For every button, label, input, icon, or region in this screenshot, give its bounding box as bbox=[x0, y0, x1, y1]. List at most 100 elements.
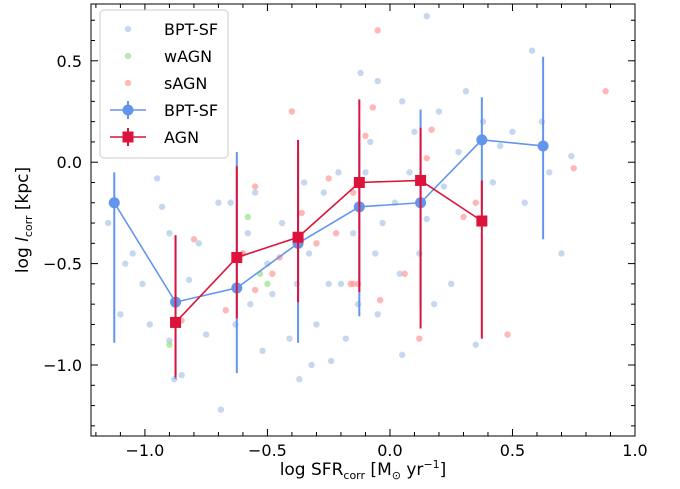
legend-swatch-point bbox=[124, 52, 132, 60]
bpt-sf-point bbox=[440, 183, 448, 190]
bpt-sf-point bbox=[362, 169, 369, 176]
sagn-point bbox=[369, 104, 377, 111]
bpt-sf-point bbox=[546, 169, 553, 176]
bpt-sf-point bbox=[354, 300, 362, 308]
agn-marker bbox=[415, 174, 427, 186]
legend-label: AGN bbox=[164, 128, 199, 147]
bpt-sf-point bbox=[479, 118, 487, 125]
legend-swatch-point bbox=[124, 25, 132, 33]
legend-swatch-point bbox=[124, 79, 132, 87]
legend: BPT-SF wAGN sAGN BPT-SF AGN bbox=[99, 9, 229, 159]
bpt-sf-point bbox=[472, 341, 479, 348]
wagn-point bbox=[264, 280, 271, 288]
sagn-point bbox=[401, 270, 408, 277]
bpt-sf-point bbox=[558, 250, 565, 257]
bpt-sf-point bbox=[117, 311, 124, 318]
plot-frame bbox=[90, 3, 636, 437]
legend-entry: BPT-SF bbox=[124, 20, 218, 39]
legend-entry: AGN bbox=[110, 128, 199, 147]
agn-marker bbox=[292, 231, 304, 243]
sagn-point bbox=[251, 183, 259, 190]
sagn-point bbox=[602, 88, 609, 95]
bpt-sf-point bbox=[244, 229, 252, 237]
sagn-point bbox=[374, 27, 381, 34]
legend-label: BPT-SF bbox=[164, 20, 218, 39]
wagn-point bbox=[244, 213, 252, 221]
bpt-sf-point bbox=[139, 280, 146, 288]
bpt-sf-point bbox=[448, 280, 455, 288]
sagn-point bbox=[362, 132, 369, 140]
bpt-sf-point bbox=[269, 290, 276, 298]
x-tick-label: −1.0 bbox=[125, 441, 164, 460]
bpt-sf-point bbox=[435, 108, 443, 115]
bpt-sf-point bbox=[185, 276, 193, 284]
x-tick-label: −0.5 bbox=[248, 441, 287, 460]
sagn-point bbox=[460, 213, 467, 221]
sagn-point bbox=[472, 199, 479, 206]
bpt-sf-point bbox=[251, 189, 259, 196]
bpt-sf-point bbox=[411, 128, 418, 135]
bpt-sf-marker bbox=[537, 140, 549, 152]
sagn-point bbox=[428, 126, 435, 133]
bpt-sf-point bbox=[538, 118, 546, 125]
bpt-sf-point bbox=[349, 229, 357, 237]
bpt-sf-point bbox=[406, 169, 413, 176]
agn-marker bbox=[353, 176, 365, 188]
bpt-sf-point bbox=[217, 406, 225, 413]
bpt-sf-point bbox=[122, 260, 129, 267]
agn-marker bbox=[476, 215, 488, 227]
bpt-sf-point bbox=[296, 376, 303, 383]
bpt-sf-point bbox=[367, 138, 374, 146]
y-tick-label: −0.5 bbox=[43, 255, 82, 274]
bpt-sf-marker bbox=[108, 197, 120, 209]
bpt-sf-point bbox=[215, 199, 222, 206]
bpt-sf-point bbox=[489, 179, 497, 186]
sagn-point bbox=[423, 154, 430, 162]
bpt-sf-point bbox=[158, 203, 166, 211]
bpt-sf-point bbox=[259, 347, 266, 355]
bpt-sf-point bbox=[521, 199, 528, 206]
x-tick-label: 1.0 bbox=[622, 441, 647, 460]
legend-entry: BPT-SF bbox=[110, 101, 218, 120]
y-axis-title: log lcorr [kpc] bbox=[13, 167, 35, 273]
bpt-sf-line bbox=[113, 139, 544, 304]
bpt-sf-point bbox=[372, 250, 379, 257]
bpt-sf-point bbox=[327, 357, 335, 365]
agn-marker bbox=[170, 316, 182, 328]
legend-swatch-marker bbox=[122, 131, 134, 143]
bpt-sf-point bbox=[396, 270, 403, 277]
series-layer bbox=[108, 56, 549, 380]
bpt-sf-point bbox=[455, 148, 462, 156]
bpt-sf-point bbox=[430, 300, 438, 308]
bpt-sf-point bbox=[232, 321, 239, 328]
sagn-point bbox=[313, 240, 320, 247]
bpt-sf-point bbox=[342, 335, 350, 342]
bpt-sf-point bbox=[528, 47, 536, 54]
y-tick-label: 0.5 bbox=[57, 52, 82, 71]
bpt-sf-point bbox=[293, 280, 301, 288]
bpt-sf-point bbox=[337, 280, 345, 288]
bpt-sf-marker bbox=[476, 134, 488, 146]
sagn-point bbox=[298, 209, 305, 217]
legend-label: sAGN bbox=[164, 74, 207, 93]
bpt-sf-point bbox=[202, 331, 210, 338]
bpt-sf-point bbox=[278, 219, 286, 227]
bpt-sf-point bbox=[497, 142, 504, 150]
bpt-sf-point bbox=[146, 321, 154, 328]
legend-label: wAGN bbox=[164, 47, 212, 66]
ticks-layer: −1.0 −0.5 0.0 0.5 1.0 −1.0 −0.5 0.0 0.5 bbox=[43, 4, 648, 460]
sagn-point bbox=[332, 229, 340, 237]
sagn-point bbox=[269, 270, 276, 277]
bpt-sf-point bbox=[313, 321, 320, 328]
y-tick-label: 0.0 bbox=[57, 153, 82, 172]
bpt-sf-point bbox=[374, 77, 381, 85]
legend-swatch-marker bbox=[122, 104, 134, 116]
legend-entries: BPT-SF wAGN sAGN BPT-SF AGN bbox=[110, 20, 218, 147]
bpt-sf-point bbox=[357, 69, 364, 77]
bpt-sf-point bbox=[399, 98, 406, 105]
sagn-point bbox=[288, 108, 296, 115]
bpt-sf-point bbox=[104, 219, 112, 227]
bpt-sf-point bbox=[423, 12, 430, 20]
sagn-point bbox=[222, 307, 229, 314]
sagn-point bbox=[349, 189, 357, 196]
